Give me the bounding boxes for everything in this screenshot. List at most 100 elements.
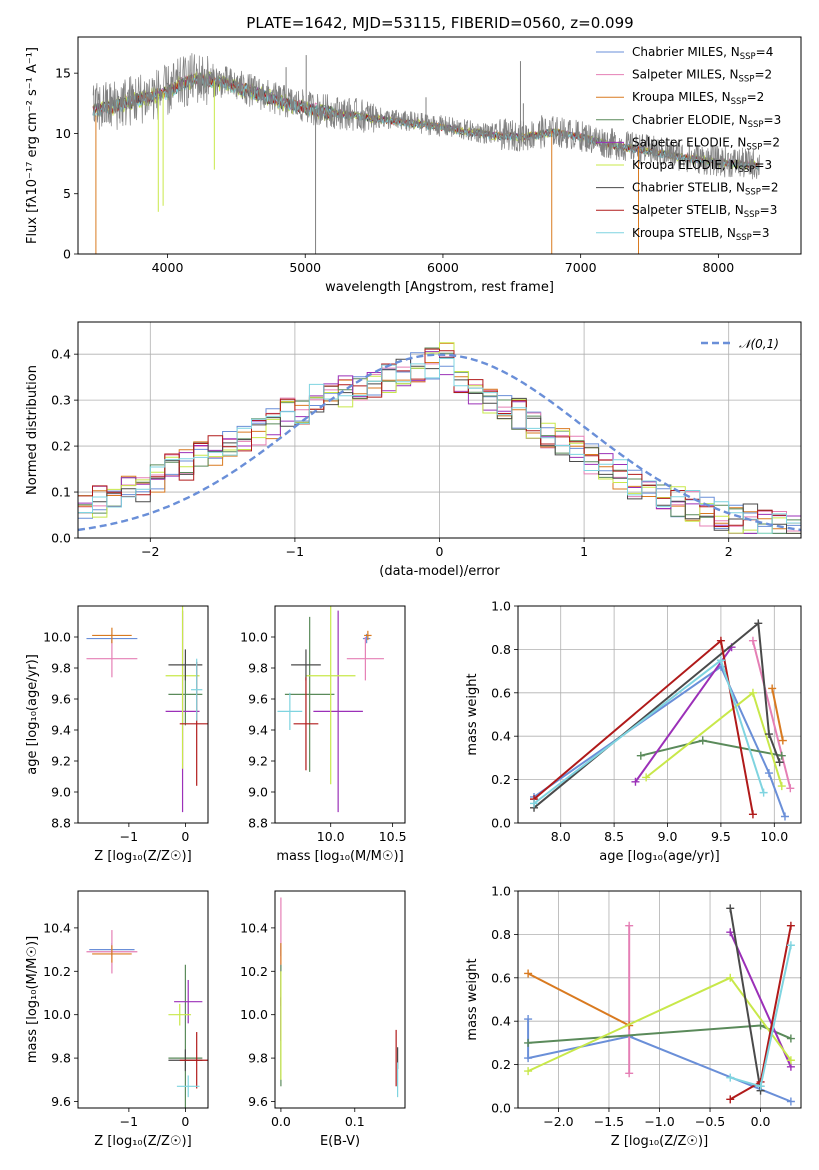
x-tick-label: 10.5 (379, 829, 407, 844)
legend-subscript: SSP (746, 142, 762, 152)
weight-series-line (771, 688, 784, 741)
x-tick-label: −1 (120, 829, 138, 844)
y-axis-label: mass [log₁₀(M/M☉)] (25, 936, 40, 1063)
y-tick-label: 9.6 (51, 1094, 71, 1109)
legend-tail: =3 (752, 226, 770, 240)
legend-label: Salpeter STELIB, NSSP=3 (632, 203, 777, 220)
legend-label: Chabrier ELODIE, NSSP=3 (632, 113, 781, 130)
y-tick-label: 9.6 (248, 1094, 268, 1109)
panel-weight_vs_age: 8.0 8.5 9.0 9.5 10.0 0.0 0.2 0.4 0.6 0.8 1.0 age [l… (465, 599, 802, 864)
axes-frame (77, 36, 802, 255)
weight-point-marker (759, 788, 768, 797)
weight-point-marker (631, 777, 640, 786)
x-tick-label: 1 (580, 544, 588, 559)
weight-point-marker (524, 969, 533, 978)
y-tick-label: 9.6 (51, 692, 71, 707)
weight-point-marker (642, 773, 651, 782)
weight-point-marker (777, 782, 786, 791)
y-tick-label: 1.0 (491, 884, 511, 899)
y-tick-label: 10.2 (43, 964, 71, 979)
x-tick-label: 8000 (702, 260, 734, 275)
plot-area (518, 606, 801, 823)
y-tick-label: 9.0 (248, 785, 268, 800)
weight-point-marker (625, 1069, 634, 1078)
y-tick-label: 0.0 (491, 1101, 511, 1116)
legend-subscript: SSP (745, 188, 761, 198)
x-tick-label: −2 (141, 544, 159, 559)
data-point (86, 640, 138, 678)
y-tick-label: 9.6 (248, 692, 268, 707)
weight-point-marker (748, 810, 757, 819)
legend-subscript: SSP (731, 97, 747, 107)
y-axis-label: mass weight (465, 958, 480, 1040)
panel-age_vs_Z: −1 0 8.8 9.0 9.2 9.4 9.6 9.8 10.0 Z [log₁₀(Z/Z☉)]… (25, 605, 209, 864)
legend-subscript: SSP (744, 210, 760, 220)
y-tick-label: 9.2 (51, 754, 71, 769)
legend-subscript: SSP (740, 52, 756, 62)
legend-label: Salpeter MILES, NSSP=2 (632, 68, 772, 85)
weight-point-marker (780, 812, 789, 821)
panel-age_vs_mass: 10.0 10.5 8.8 9.0 9.2 9.4 9.6 9.8 10.0 mass [log₁… (240, 605, 407, 864)
weight-point-marker (625, 921, 634, 930)
axes-frame (274, 890, 406, 1109)
y-tick-label: 0.8 (491, 642, 511, 657)
data-point (174, 979, 203, 1024)
y-tick-label: 0.1 (51, 485, 71, 500)
weight-point-marker (768, 684, 777, 693)
gaussian-curve (78, 353, 801, 532)
x-tick-label: −2.0 (543, 1114, 573, 1129)
data-point (92, 627, 132, 644)
x-tick-label: 10.0 (317, 829, 345, 844)
weight-point-marker (716, 636, 725, 645)
x-tick-label: −1.0 (644, 1114, 674, 1129)
data-point (346, 637, 384, 681)
x-tick-label: −1 (120, 1114, 138, 1129)
y-axis-label: Flux [fλ10⁻¹⁷ erg cm⁻² s⁻¹ A⁻¹] (25, 47, 40, 244)
axes-frame (77, 890, 209, 1109)
y-tick-label: 1.0 (491, 599, 511, 614)
y-tick-label: 0.2 (51, 439, 71, 454)
weight-point-marker (756, 1021, 765, 1030)
y-tick-label: 9.0 (51, 785, 71, 800)
legend-subscript: SSP (736, 233, 752, 243)
y-tick-label: 9.8 (51, 1051, 71, 1066)
data-point (179, 1032, 208, 1089)
legend-label: Salpeter ELODIE, NSSP=2 (632, 135, 780, 152)
weight-point-marker (775, 758, 784, 767)
y-tick-label: 0.2 (491, 772, 511, 787)
panel-residuals: −2 −1 0 1 2 0.0 0.1 0.2 0.3 0.4 (data-model)/error… (25, 321, 802, 579)
weight-point-marker (777, 751, 786, 760)
y-tick-label: 9.8 (248, 1051, 268, 1066)
legend-tail: =2 (754, 68, 772, 82)
plot-area (518, 891, 801, 1108)
plot-area (86, 930, 208, 1108)
x-axis-label: Z [log₁₀(Z/Z☉)] (611, 1134, 708, 1149)
y-tick-label: 0.4 (491, 729, 511, 744)
data-point (191, 658, 203, 721)
weight-point-marker (786, 784, 795, 793)
x-tick-label: 7000 (565, 260, 597, 275)
x-axis-label: Z [log₁₀(Z/Z☉)] (94, 1134, 191, 1149)
y-tick-label: 15 (55, 66, 71, 81)
panel-mass_vs_Z: −1 0 9.6 9.8 10.0 10.2 10.4 Z [log₁₀(Z/Z☉)] mass… (25, 890, 209, 1149)
legend-tail: =4 (756, 45, 774, 59)
weight-point-marker (524, 1015, 533, 1024)
y-tick-label: 9.8 (51, 661, 71, 676)
x-tick-label: −1.5 (594, 1114, 624, 1129)
data-point (165, 606, 200, 769)
y-tick-label: 5 (63, 186, 71, 201)
y-tick-label: 0.4 (491, 1014, 511, 1029)
weight-series-line (729, 908, 762, 1091)
observed-spectrum (92, 53, 760, 180)
panel-spectrum: 4000 5000 6000 7000 8000 0 5 10 15 wavelength [An… (25, 36, 802, 295)
legend-subscript: SSP (739, 165, 755, 175)
weight-point-marker (748, 688, 757, 697)
weight-series-line (634, 646, 733, 783)
y-tick-label: 9.8 (248, 661, 268, 676)
y-axis-label: Normed distribution (25, 365, 40, 495)
panel-mass_vs_EBV: 0.0 0.1 9.6 9.8 10.0 10.2 10.4 E(B-V) (240, 890, 406, 1149)
x-tick-label: 8.5 (604, 829, 624, 844)
y-tick-label: 8.8 (51, 816, 71, 831)
figure-title: PLATE=1642, MJD=53115, FIBERID=0560, z=0… (246, 14, 633, 32)
weight-point-marker (716, 656, 725, 665)
